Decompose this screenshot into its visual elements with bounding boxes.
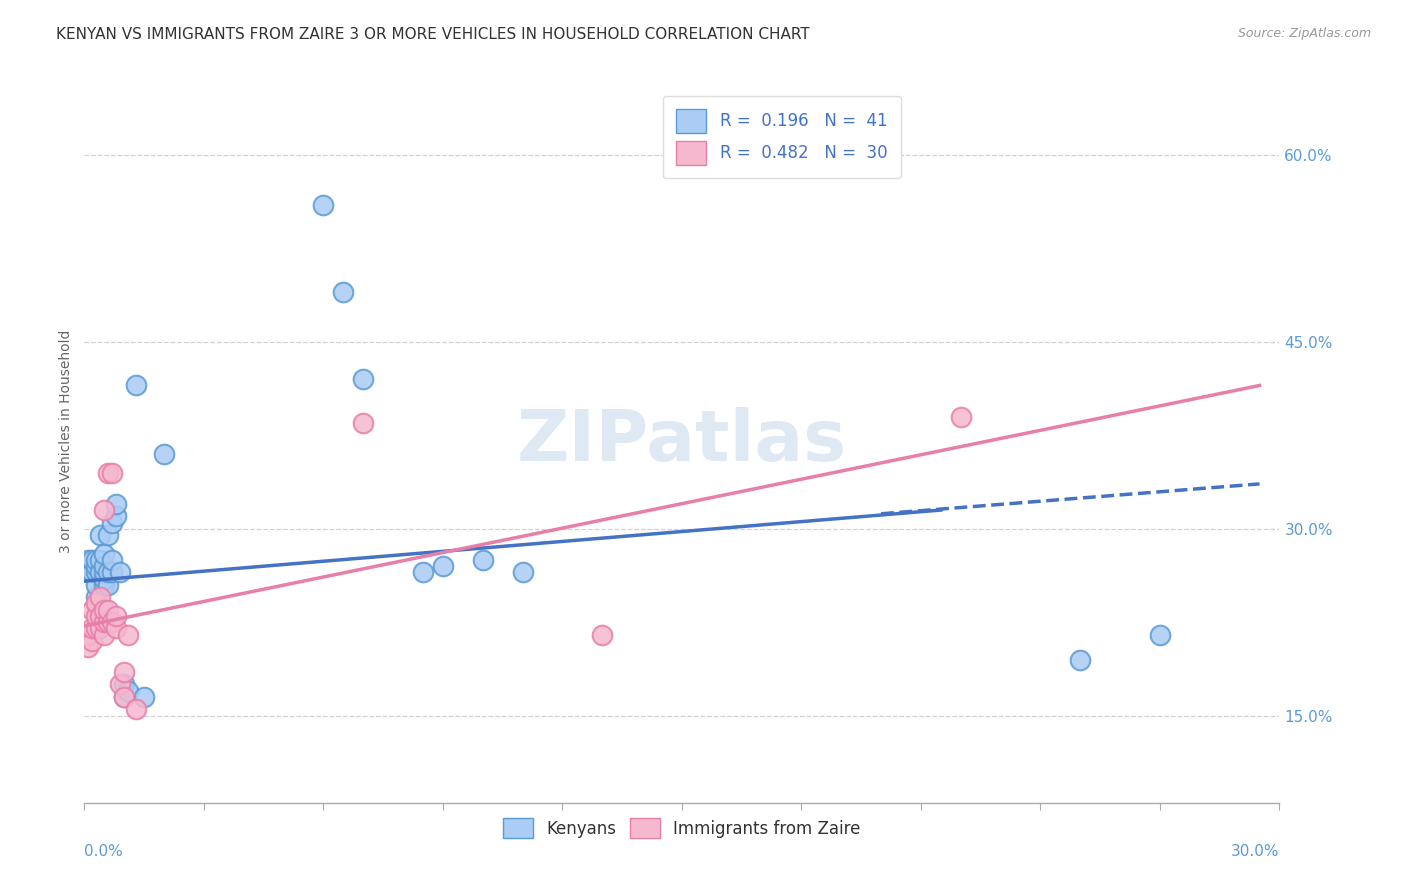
Point xyxy=(512,566,534,580)
Point xyxy=(93,547,115,561)
Point xyxy=(89,528,111,542)
Point xyxy=(89,566,111,580)
Point xyxy=(101,516,124,530)
Text: ZIPatlas: ZIPatlas xyxy=(517,407,846,476)
Point xyxy=(412,566,434,580)
Point xyxy=(86,621,108,635)
Point xyxy=(77,553,100,567)
Point xyxy=(105,609,128,624)
Point xyxy=(101,566,124,580)
Point xyxy=(82,621,104,635)
Point xyxy=(86,578,108,592)
Y-axis label: 3 or more Vehicles in Household: 3 or more Vehicles in Household xyxy=(59,330,73,553)
Point xyxy=(112,677,135,691)
Point xyxy=(97,603,120,617)
Point xyxy=(82,603,104,617)
Point xyxy=(105,621,128,635)
Point xyxy=(112,690,135,704)
Point xyxy=(93,627,115,641)
Point xyxy=(312,198,335,212)
Point xyxy=(105,497,128,511)
Point xyxy=(125,702,148,716)
Point xyxy=(86,566,108,580)
Text: 30.0%: 30.0% xyxy=(1232,845,1279,860)
Point xyxy=(93,578,115,592)
Point xyxy=(77,640,100,654)
Point xyxy=(93,503,115,517)
Point xyxy=(89,609,111,624)
Point xyxy=(471,553,494,567)
Point xyxy=(86,609,108,624)
Point xyxy=(86,553,108,567)
Point xyxy=(432,559,454,574)
Point xyxy=(77,627,100,641)
Point xyxy=(101,466,124,480)
Point xyxy=(82,633,104,648)
Point xyxy=(86,559,108,574)
Point xyxy=(82,553,104,567)
Point xyxy=(110,566,132,580)
Point xyxy=(153,447,176,461)
Point xyxy=(101,553,124,567)
Point xyxy=(89,621,111,635)
Point xyxy=(591,627,613,641)
Point xyxy=(89,553,111,567)
Point xyxy=(89,591,111,605)
Point xyxy=(97,528,120,542)
Point xyxy=(97,615,120,630)
Point xyxy=(97,566,120,580)
Point xyxy=(93,603,115,617)
Point xyxy=(97,578,120,592)
Point xyxy=(110,677,132,691)
Point xyxy=(117,683,139,698)
Point xyxy=(352,372,374,386)
Text: Source: ZipAtlas.com: Source: ZipAtlas.com xyxy=(1237,27,1371,40)
Point xyxy=(112,690,135,704)
Point xyxy=(125,378,148,392)
Point xyxy=(82,566,104,580)
Point xyxy=(93,572,115,586)
Point xyxy=(86,591,108,605)
Point xyxy=(105,509,128,524)
Point xyxy=(93,615,115,630)
Point xyxy=(112,665,135,679)
Point xyxy=(352,416,374,430)
Point xyxy=(117,627,139,641)
Point xyxy=(949,409,972,424)
Point xyxy=(97,466,120,480)
Point xyxy=(93,559,115,574)
Point xyxy=(1069,652,1091,666)
Point xyxy=(101,615,124,630)
Point xyxy=(93,566,115,580)
Point xyxy=(1149,627,1171,641)
Point xyxy=(77,566,100,580)
Point xyxy=(332,285,354,299)
Legend: Kenyans, Immigrants from Zaire: Kenyans, Immigrants from Zaire xyxy=(496,812,868,845)
Point xyxy=(132,690,156,704)
Text: KENYAN VS IMMIGRANTS FROM ZAIRE 3 OR MORE VEHICLES IN HOUSEHOLD CORRELATION CHAR: KENYAN VS IMMIGRANTS FROM ZAIRE 3 OR MOR… xyxy=(56,27,810,42)
Point xyxy=(86,597,108,611)
Text: 0.0%: 0.0% xyxy=(84,845,124,860)
